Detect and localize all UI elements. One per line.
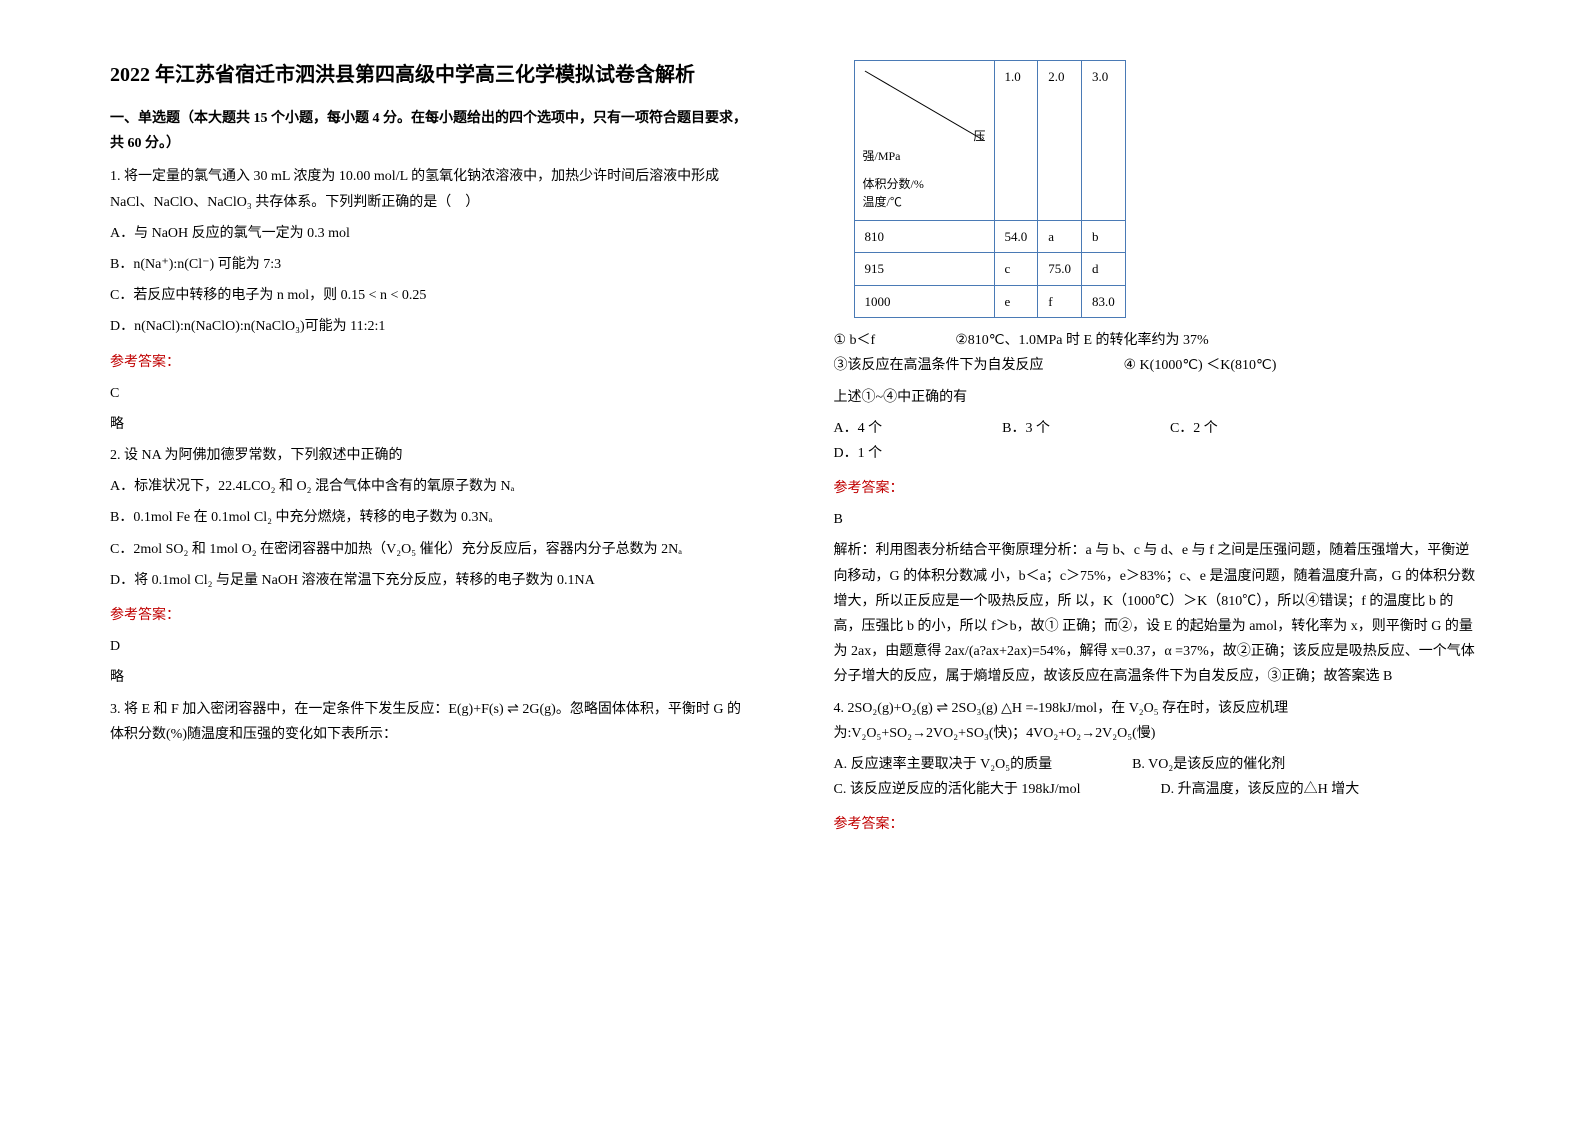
q3-stmt2: ②810℃、1.0MPa 时 E 的转化率约为 37% [955,328,1208,353]
q1-optB: B．n(Na⁺):n(Cl⁻) 可能为 7:3 [110,252,754,277]
cell: 54.0 [994,221,1038,253]
cell: b [1082,221,1126,253]
diag-leftbot-label: 温度/℃ [863,192,902,214]
table-row: 1000 e f 83.0 [854,285,1125,317]
q3-optC: C．2 个 [1170,416,1218,441]
row-temp: 1000 [854,285,994,317]
q1-answer: C [110,381,754,406]
q3-optD: D．1 个 [834,441,883,466]
cell: 83.0 [1082,285,1126,317]
cell: e [994,285,1038,317]
q3-optA: A．4 个 [834,416,883,441]
q1-optC: C．若反应中转移的电子为 n mol，则 0.15 < n < 0.25 [110,283,754,308]
q4-answer-label: 参考答案： [834,812,1478,837]
diag-lefttop-label: 强/MPa [863,146,901,168]
q1-answer-label: 参考答案： [110,350,754,375]
q4-optB: B. VO₂是该反应的催化剂 [1132,752,1285,777]
col-header: 3.0 [1082,61,1126,221]
col-header: 2.0 [1038,61,1082,221]
q1-optA: A．与 NaOH 反应的氯气一定为 0.3 mol [110,221,754,246]
cell: d [1082,253,1126,285]
q3-stem: 3. 将 E 和 F 加入密闭容器中，在一定条件下发生反应：E(g)+F(s) … [110,697,754,747]
q3-stmt1: ① b＜f [834,328,876,353]
q4-optC: C. 该反应逆反应的活化能大于 198kJ/mol [834,777,1081,802]
diag-header-cell: 压 强/MPa 体积分数/% 温度/℃ [854,61,994,221]
cell: f [1038,285,1082,317]
table-row: 915 c 75.0 d [854,253,1125,285]
q1-note: 略 [110,412,754,437]
q2-optD: D．将 0.1mol Cl₂ 与足量 NaOH 溶液在常温下充分反应，转移的电子… [110,568,754,593]
q1-optD: D．n(NaCl):n(NaClO):n(NaClO₃)可能为 11:2:1 [110,314,754,339]
q3-stmt3: ③该反应在高温条件下为自发反应 [834,353,1044,378]
cell: a [1038,221,1082,253]
q3-prompt: 上述①~④中正确的有 [834,385,1478,410]
q4-optA: A. 反应速率主要取决于 V₂O₅的质量 [834,752,1053,777]
q2-optC: C．2mol SO₂ 和 1mol O₂ 在密闭容器中加热（V₂O₅ 催化）充分… [110,537,754,562]
q2-answer: D [110,634,754,659]
q3-explain: 解析：利用图表分析结合平衡原理分析：a 与 b、c 与 d、e 与 f 之间是压… [834,538,1478,689]
q2-optB: B．0.1mol Fe 在 0.1mol Cl₂ 中充分燃烧，转移的电子数为 0… [110,505,754,530]
diag-top-label: 压 [973,126,985,148]
q4-optD: D. 升高温度，该反应的△H 增大 [1160,777,1359,802]
q2-optA: A．标准状况下，22.4LCO₂ 和 O₂ 混合气体中含有的氧原子数为 Nₐ [110,474,754,499]
q2-note: 略 [110,665,754,690]
col-header: 1.0 [994,61,1038,221]
row-temp: 810 [854,221,994,253]
q3-stmt4: ④ K(1000℃) ＜K(810℃) [1124,353,1277,378]
q3-answer: B [834,507,1478,532]
cell: 75.0 [1038,253,1082,285]
q2-stem: 2. 设 NA 为阿佛加德罗常数，下列叙述中正确的 [110,443,754,468]
q3-answer-label: 参考答案： [834,476,1478,501]
q4-stem: 4. 2SO₂(g)+O₂(g) ⇌ 2SO₃(g) △H =-198kJ/mo… [834,696,1478,746]
section-header: 一、单选题（本大题共 15 个小题，每小题 4 分。在每小题给出的四个选项中，只… [110,106,754,156]
q1-stem: 1. 将一定量的氯气通入 30 mL 浓度为 10.00 mol/L 的氢氧化钠… [110,164,754,214]
row-temp: 915 [854,253,994,285]
q2-answer-label: 参考答案： [110,603,754,628]
table-row: 810 54.0 a b [854,221,1125,253]
q3-optB: B．3 个 [1002,416,1050,441]
cell: c [994,253,1038,285]
data-table: 压 强/MPa 体积分数/% 温度/℃ 1.0 2.0 3.0 810 54.0… [854,60,1126,318]
page-title: 2022 年江苏省宿迁市泗洪县第四高级中学高三化学模拟试卷含解析 [110,60,754,90]
